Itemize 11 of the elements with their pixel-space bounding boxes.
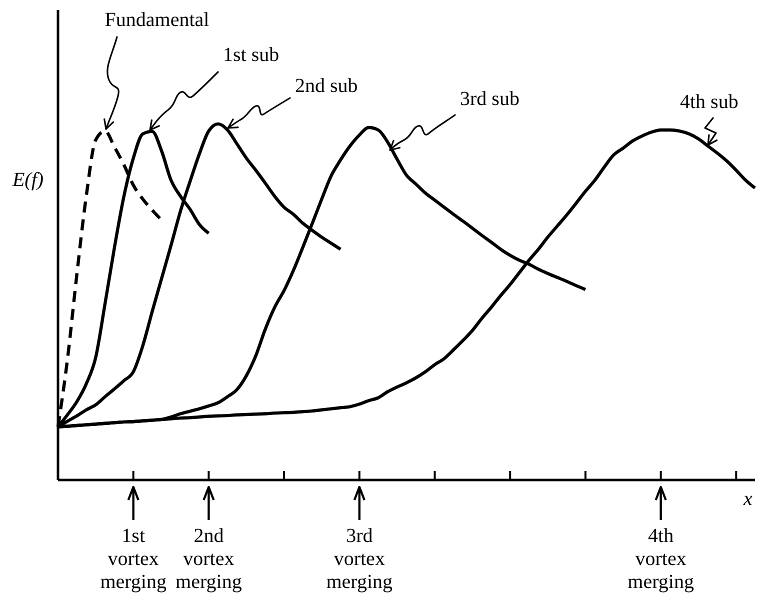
text: 2nd vortex merging bbox=[176, 525, 242, 593]
text: 1st sub bbox=[223, 44, 280, 66]
text: Fundamental bbox=[104, 9, 210, 31]
text: 3rd vortex merging bbox=[326, 525, 393, 593]
x-axis-title: x bbox=[742, 488, 753, 510]
text: 1st vortex merging bbox=[100, 525, 166, 593]
y-axis-title: E(f) bbox=[11, 169, 44, 191]
text: 3rd sub bbox=[460, 88, 520, 110]
text: 2nd sub bbox=[295, 75, 358, 97]
series-label: 4th sub bbox=[680, 91, 738, 113]
text: 4th vortex merging bbox=[628, 525, 694, 593]
